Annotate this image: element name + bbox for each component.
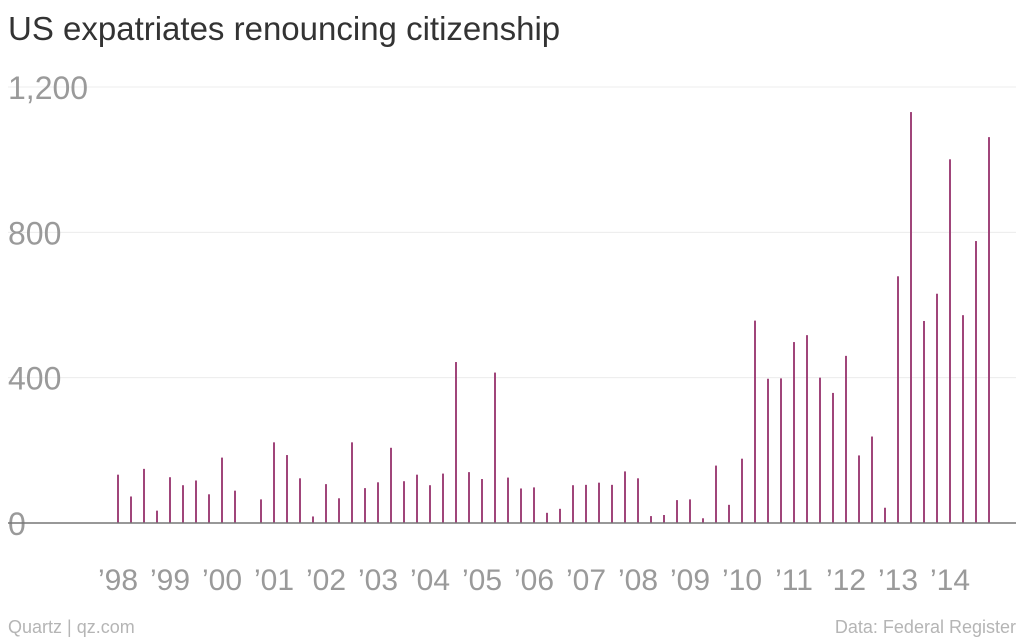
bar (585, 484, 587, 523)
bar (455, 362, 457, 523)
bar (858, 455, 860, 523)
bar (182, 485, 184, 523)
x-tick-label: ’10 (722, 564, 762, 597)
bar (234, 490, 236, 523)
bar (403, 481, 405, 523)
bars (117, 112, 990, 523)
x-tick-label: ’07 (566, 564, 606, 597)
bar (780, 378, 782, 523)
bar (286, 455, 288, 523)
bar (637, 478, 639, 523)
bar (598, 482, 600, 523)
bar (416, 474, 418, 523)
bar (572, 485, 574, 523)
bar (169, 477, 171, 523)
x-tick-label: ’13 (878, 564, 918, 597)
bar (273, 442, 275, 523)
x-tick-label: ’12 (826, 564, 866, 597)
x-tick-label: ’09 (670, 564, 710, 597)
bar (338, 498, 340, 523)
chart-title: US expatriates renouncing citizenship (8, 10, 561, 47)
bar (130, 496, 132, 523)
bar (767, 378, 769, 523)
bar (663, 515, 665, 523)
gridlines (8, 86, 1016, 379)
bar (715, 465, 717, 523)
x-tick-label: ’03 (358, 564, 398, 597)
bar (312, 516, 314, 523)
bar (325, 484, 327, 523)
source-credit: Quartz | qz.com (8, 617, 135, 637)
bar (429, 485, 431, 523)
bar (871, 436, 873, 523)
bar (949, 159, 951, 523)
bar (832, 392, 834, 523)
bar (845, 355, 847, 523)
bar (793, 342, 795, 523)
bar (897, 276, 899, 523)
bar (975, 241, 977, 523)
bar (962, 315, 964, 523)
y-tick-label: 800 (8, 215, 61, 251)
bar (520, 488, 522, 523)
bar (390, 447, 392, 523)
bar (143, 468, 145, 523)
bar (936, 293, 938, 523)
x-tick-label: ’99 (150, 564, 190, 597)
bar (260, 499, 262, 523)
x-tick-label: ’08 (618, 564, 658, 597)
bar (754, 320, 756, 523)
x-axis-tick-labels: ’98 ’99 ’00 ’01 ’02 ’03 ’04 ’05 ’06 ’07 ’08 ’09 ’10 ’… (98, 564, 970, 597)
bar (546, 512, 548, 523)
bar (650, 516, 652, 523)
bar (494, 372, 496, 523)
bar (689, 499, 691, 523)
bar (884, 507, 886, 523)
bar (611, 484, 613, 523)
data-source: Data: Federal Register (834, 617, 1016, 637)
y-tick-label: 400 (8, 361, 61, 397)
bar (299, 478, 301, 523)
bar (364, 488, 366, 523)
bar (819, 377, 821, 523)
bar (676, 500, 678, 523)
bar (377, 482, 379, 523)
x-tick-label: ’00 (202, 564, 242, 597)
bar (533, 487, 535, 523)
bar (117, 474, 119, 523)
bar (910, 112, 912, 523)
x-tick-label: ’01 (254, 564, 294, 597)
x-tick-label: ’05 (462, 564, 502, 597)
bar (481, 479, 483, 523)
y-tick-label: 0 (8, 506, 26, 542)
bar (156, 510, 158, 523)
bar (507, 477, 509, 523)
y-tick-label: 1,200 (8, 70, 88, 106)
x-tick-label: ’11 (775, 564, 813, 597)
bar (351, 442, 353, 523)
bar (442, 473, 444, 523)
x-tick-label: ’04 (410, 564, 450, 597)
bar (468, 472, 470, 523)
bar (988, 137, 990, 523)
bar (221, 457, 223, 523)
bar (559, 508, 561, 523)
bar (923, 320, 925, 523)
bar (806, 335, 808, 523)
bar (195, 480, 197, 523)
bar (208, 494, 210, 523)
x-tick-label: ’06 (514, 564, 554, 597)
x-tick-label: ’14 (930, 564, 970, 597)
bar (728, 504, 730, 523)
bar (702, 518, 704, 523)
x-tick-label: ’98 (98, 564, 138, 597)
bar (741, 458, 743, 523)
x-tick-label: ’02 (306, 564, 346, 597)
bar (624, 471, 626, 523)
y-axis-tick-labels: 0 400 800 1,200 (8, 70, 88, 542)
